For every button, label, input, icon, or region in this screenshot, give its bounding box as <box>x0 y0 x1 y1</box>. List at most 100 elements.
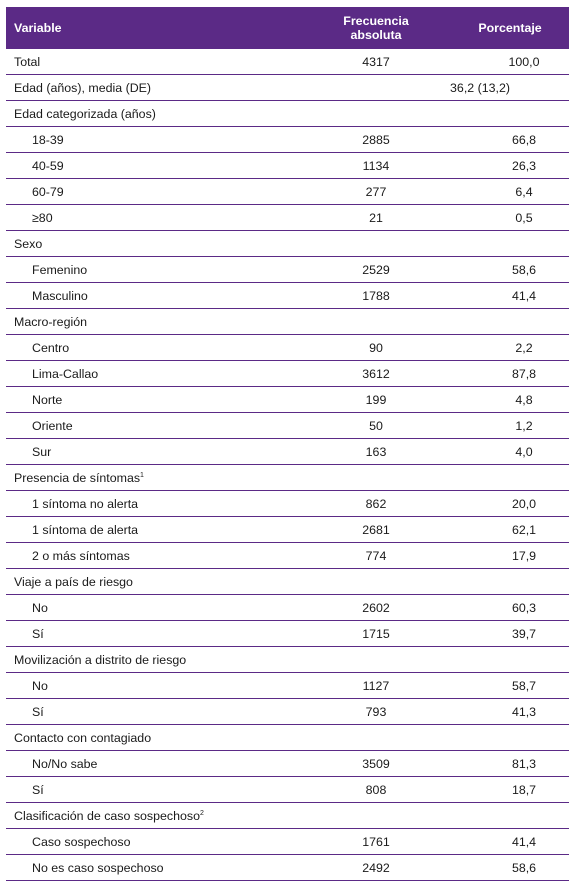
row-label: ≥80 <box>6 204 301 231</box>
table-row: 2 o más síntomas 774 17,9 <box>6 542 569 569</box>
group-label-text: Presencia de síntomas <box>14 470 141 485</box>
group-label: Movilización a distrito de riesgo <box>6 646 301 673</box>
row-label: Oriente <box>6 412 301 439</box>
row-pct: 100,0 <box>451 49 569 75</box>
row-freq: 1788 <box>301 282 451 309</box>
row-label: Lima-Callao <box>6 360 301 387</box>
table-row: Oriente 50 1,2 <box>6 412 569 439</box>
row-label: No <box>6 594 301 621</box>
table-row: Sexo <box>6 230 569 257</box>
row-freq: 199 <box>301 386 451 413</box>
row-freq: 2885 <box>301 126 451 153</box>
row-label: Centro <box>6 334 301 361</box>
group-label: Presencia de síntomas1 <box>6 464 301 491</box>
row-freq-empty <box>301 724 451 751</box>
group-label: Edad categorizada (años) <box>6 100 301 127</box>
table-row: Lima-Callao 3612 87,8 <box>6 360 569 387</box>
table-row: Clasificación de caso sospechoso2 <box>6 802 569 829</box>
table-row: No 1127 58,7 <box>6 672 569 699</box>
table-row: Sí 808 18,7 <box>6 776 569 803</box>
row-freq: 808 <box>301 776 451 803</box>
row-freq-empty <box>301 308 451 335</box>
table-row: Sur 163 4,0 <box>6 438 569 465</box>
footnote-marker: 2 <box>199 809 204 817</box>
data-table-container: Variable Frecuencia absoluta Porcentaje … <box>6 7 569 881</box>
row-freq: 2492 <box>301 854 451 881</box>
row-freq: 2681 <box>301 516 451 543</box>
row-pct-empty <box>451 100 569 127</box>
group-label-text: Edad categorizada (años) <box>14 106 156 121</box>
row-pct-empty <box>451 230 569 257</box>
row-pct: 0,5 <box>451 204 569 231</box>
group-label: Viaje a país de riesgo <box>6 568 301 595</box>
row-label: Sí <box>6 776 301 803</box>
group-label: Macro-región <box>6 308 301 335</box>
row-pct: 1,2 <box>451 412 569 439</box>
row-freq: 1761 <box>301 828 451 855</box>
row-pct: 41,3 <box>451 698 569 725</box>
row-label: Masculino <box>6 282 301 309</box>
table-row: 1 síntoma no alerta 862 20,0 <box>6 490 569 517</box>
row-freq: 1127 <box>301 672 451 699</box>
header-frecuencia-label: Frecuencia absoluta <box>343 14 409 42</box>
table-row: Presencia de síntomas1 <box>6 464 569 491</box>
table-row: Masculino 1788 41,4 <box>6 282 569 309</box>
row-freq: 4317 <box>301 49 451 75</box>
table-header: Variable Frecuencia absoluta Porcentaje <box>6 7 569 49</box>
row-label: Sur <box>6 438 301 465</box>
footnote-marker: 1 <box>140 471 144 479</box>
row-freq: 1134 <box>301 152 451 179</box>
row-pct: 58,6 <box>451 256 569 283</box>
row-pct: 6,4 <box>451 178 569 205</box>
header-frecuencia: Frecuencia absoluta <box>301 7 451 49</box>
group-label: Sexo <box>6 230 301 257</box>
table-row: Edad (años), media (DE) 36,2 (13,2) <box>6 74 569 101</box>
table-row: Sí 793 41,3 <box>6 698 569 725</box>
row-freq-empty <box>301 802 451 829</box>
row-freq: 277 <box>301 178 451 205</box>
row-pct: 58,6 <box>451 854 569 881</box>
table-row: 1 síntoma de alerta 2681 62,1 <box>6 516 569 543</box>
row-pct: 62,1 <box>451 516 569 543</box>
row-pct-empty <box>451 724 569 751</box>
row-freq: 2529 <box>301 256 451 283</box>
header-porcentaje: Porcentaje <box>451 7 569 49</box>
table-row: 40-59 1134 26,3 <box>6 152 569 179</box>
group-label-text: Macro-región <box>14 314 87 329</box>
row-freq: 90 <box>301 334 451 361</box>
row-freq: 50 <box>301 412 451 439</box>
row-freq-empty <box>301 230 451 257</box>
row-label: No es caso sospechoso <box>6 854 301 881</box>
row-freq-empty <box>301 100 451 127</box>
row-pct: 2,2 <box>451 334 569 361</box>
row-label: Edad (años), media (DE) <box>6 74 301 101</box>
row-value: 36,2 (13,2) <box>301 74 569 101</box>
row-freq-empty <box>301 646 451 673</box>
row-pct: 41,4 <box>451 828 569 855</box>
row-freq: 3509 <box>301 750 451 777</box>
row-pct-empty <box>451 568 569 595</box>
table-row: Caso sospechoso 1761 41,4 <box>6 828 569 855</box>
row-label: No/No sabe <box>6 750 301 777</box>
table-row: Edad categorizada (años) <box>6 100 569 127</box>
table-row: Sí 1715 39,7 <box>6 620 569 647</box>
row-pct-empty <box>451 308 569 335</box>
table-row: No/No sabe 3509 81,3 <box>6 750 569 777</box>
table-row: Contacto con contagiado <box>6 724 569 751</box>
row-label: 1 síntoma de alerta <box>6 516 301 543</box>
row-freq: 774 <box>301 542 451 569</box>
row-pct: 58,7 <box>451 672 569 699</box>
table-row: Total 4317 100,0 <box>6 49 569 75</box>
group-label-text: Viaje a país de riesgo <box>14 574 133 589</box>
row-label: Norte <box>6 386 301 413</box>
data-table: Variable Frecuencia absoluta Porcentaje … <box>6 7 569 881</box>
row-pct: 17,9 <box>451 542 569 569</box>
row-pct: 60,3 <box>451 594 569 621</box>
row-pct-empty <box>451 464 569 491</box>
row-label: 2 o más síntomas <box>6 542 301 569</box>
table-row: Norte 199 4,8 <box>6 386 569 413</box>
row-pct: 81,3 <box>451 750 569 777</box>
row-label: 40-59 <box>6 152 301 179</box>
header-variable: Variable <box>6 7 301 49</box>
row-pct: 4,0 <box>451 438 569 465</box>
